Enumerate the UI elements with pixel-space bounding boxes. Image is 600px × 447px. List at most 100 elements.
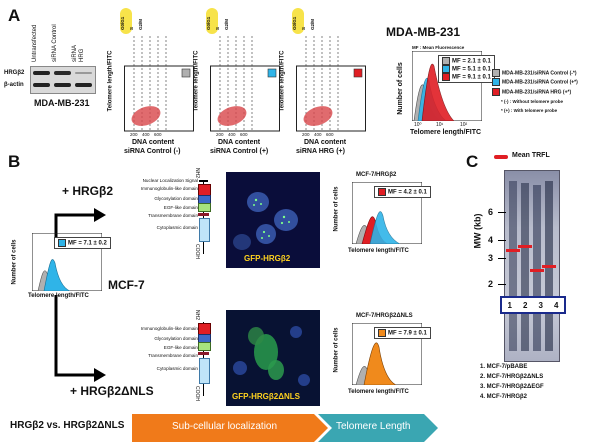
scatter-panel-3: G0/G1 S G2/M Telomere length/FITC 200 400 600 D… [279,6,372,155]
cell-cycle-label-0: G0/G1 [206,16,211,30]
band-hrg-2 [54,71,71,75]
histogram-a: MDA-MB-231 MF : Mean Fluorescence Number… [380,25,598,153]
scatter-tick-0: 200 [216,132,224,137]
cell-cycle-highlight [292,8,304,34]
histogram-b-bottom-plot [352,323,422,385]
scatter-xlabel: DNA content [218,139,261,146]
panel-label-b: B [8,152,21,171]
histogram-b-bottom-title: MCF-7/HRGβ2ΔNLS [356,313,413,319]
footer-telomere: Telomere Length [336,421,411,432]
cell-green-3 [268,360,284,380]
scatter-panel-1: G0/G1 S G2/M Telomere length/FITC 200 400 600 D… [107,6,200,155]
cell-cycle-highlight [206,8,218,34]
lane-label-untransfected: Untransfected [32,24,38,62]
domain-bottom-tm: Transmembrane domain [148,353,198,358]
scatter-cloud [217,106,247,126]
domain-bottom-glyco: Glycosylation domain [154,336,198,341]
scatter-plot [210,36,280,132]
trfl-mark-1 [506,249,520,252]
scatter-caption: siRNA HRG (+) [296,148,345,155]
band-actin-1 [33,83,50,87]
gel-marker-6: 6 [488,207,494,217]
scatter-color-key [353,68,363,78]
legend-entry-grey: MDA-MB-231/siRNA Control (-*) [492,69,578,78]
histogram-b-bottom-mf: MF = 7.9 ± 0.1 [374,327,431,339]
arrow-bottom-head [94,368,106,382]
histogram-b-top-plot [352,182,422,244]
mf-entry-red: MF = 9.1 ± 0.1 [442,73,491,81]
cooh-top: COOH [194,244,200,259]
cell-cycle-label-1: S [301,26,306,30]
western-blot: Untransfected siRNA Control siRNA HRG HR… [4,24,96,110]
histogram-a-tick-0: 10⁰ [414,122,422,128]
scatter-tick-1: 400 [142,132,150,137]
histogram-a-xlabel: Telomere length/FITC [410,129,482,136]
gel-tick-4 [498,240,506,241]
histogram-b-bottom-ylabel: Number of cells [333,327,340,373]
mf-text-blue: MF = 5.1 ± 0.1 [452,66,491,73]
trfl-mark-4 [542,265,556,268]
microscopy-top-cells [226,172,320,268]
footer-arrow-orange [132,414,328,442]
scatter-ylabel: Telomere length/FITC [193,50,200,112]
panel-label-a: A [8,6,21,25]
histogram-mcf7-plot [32,233,102,291]
domain-top-tm: Transmembrane domain [148,213,198,218]
scatter-color-key [181,68,191,78]
histogram-a-peak-red [421,63,455,121]
scatter-tick-2: 600 [326,132,334,137]
histogram-a-legend: MDA-MB-231/siRNA Control (-*) MDA-MB-231… [492,69,578,115]
domain-bottom-ig: Immunoglobulin-like domain [140,326,198,331]
domain-bottom-cyto-box [199,358,210,384]
gel-marker-4: 4 [488,235,494,245]
domain-top-egf-box [198,203,211,212]
lane-number-box: 1 2 3 4 [500,296,566,314]
cell-cycle-label-0: G0/G1 [292,16,297,30]
gel-tick-2 [498,284,506,285]
histogram-b-bottom: MCF-7/HRGβ2ΔNLS Number of cells MF = 7.9… [324,313,431,405]
scatter-plot [296,36,366,132]
histogram-b-top-ylabel: Number of cells [333,186,340,232]
mf-text-red: MF = 9.1 ± 0.1 [452,74,491,81]
scatter-frame [296,65,366,132]
trfl-mark-2 [518,245,532,248]
histogram-a-plot [412,51,482,121]
arrow-top-head [94,208,106,222]
legend-entry-red: MDA-MB-231/siRNA HRG (+*) [492,87,578,97]
cooh-bottom: COOH [194,386,200,401]
panel-label-c: C [466,152,479,171]
nucleus-1 [247,192,269,212]
cell-cycle-label-2: G2/M [310,18,315,30]
gel-tick-3 [498,258,506,259]
domain-top-glyco: Glycosylation domain [154,196,198,201]
branch-arrows [54,208,106,382]
microscopy-top-label: GFP-HRGβ2 [244,254,291,263]
scatter-plot [124,36,194,132]
histogram-a-mf-box: MF = 2.1 ± 0.1 MF = 5.1 ± 0.1 MF = 9.1 ±… [438,55,495,83]
lane-num-1: 1 [507,300,512,310]
gel-tick-6 [498,212,506,213]
microscopy-bottom-cells [226,310,320,406]
nucleus-3 [256,224,276,244]
footer-arrows [132,414,438,442]
blot-row-actin: β-actin [4,82,24,88]
legend-note-0: * (-) : Without telomere probe [501,98,563,104]
treatment-label-top: + HRGβ2 [62,184,114,198]
histogram-b-bottom-peak-orange [363,342,397,385]
domain-top-tm-box [198,213,209,216]
scatter-ylabel: Telomere length/FITC [279,50,286,112]
histogram-mcf7-ylabel: Number of cells [11,239,18,285]
mf-entry-blue: MF = 5.1 ± 0.1 [442,65,491,73]
domain-top-nls-mark [199,180,208,182]
lane-key-1: 1. MCF-7/pBABE [480,364,528,370]
scatter-tick-2: 600 [240,132,248,137]
histogram-a-tick-1: 10¹ [436,122,444,128]
histogram-a-tick-2: 10² [460,122,468,128]
lane-key-4: 4. MCF-7/HRGβ2 [480,394,528,400]
band-actin-2 [54,83,71,87]
blot-membrane [30,66,96,94]
band-hrg-1 [33,71,50,75]
histogram-b-bottom-xlabel: Telomere length/FITC [348,389,409,395]
cell-cycle-label-2: G2/M [138,18,143,30]
lane-num-3: 3 [538,300,543,310]
